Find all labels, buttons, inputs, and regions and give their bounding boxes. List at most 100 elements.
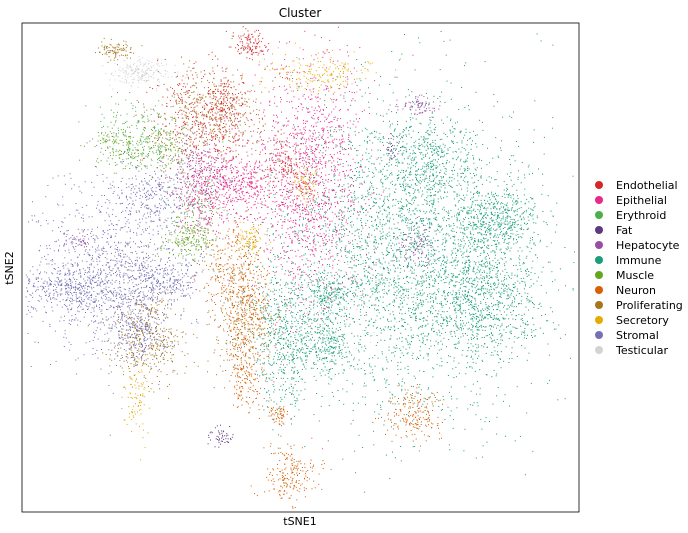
point <box>516 210 518 212</box>
point <box>426 353 428 355</box>
point <box>401 388 403 390</box>
point <box>372 369 374 371</box>
point <box>410 258 412 260</box>
point <box>294 305 296 307</box>
point <box>483 237 485 239</box>
point <box>284 358 286 360</box>
point <box>367 136 369 138</box>
point <box>514 222 516 224</box>
point <box>426 265 427 267</box>
point <box>497 302 499 304</box>
point <box>473 266 475 268</box>
point <box>476 226 478 227</box>
point <box>467 256 469 258</box>
point <box>293 292 295 294</box>
point <box>259 375 261 377</box>
point <box>418 216 420 218</box>
point <box>349 323 351 325</box>
point <box>532 302 534 304</box>
point <box>437 271 439 273</box>
point <box>263 369 265 371</box>
point <box>443 399 445 401</box>
point <box>376 403 378 405</box>
point <box>277 307 279 309</box>
point <box>368 152 370 154</box>
point <box>503 280 505 282</box>
point <box>532 209 534 211</box>
point <box>325 225 327 227</box>
point <box>417 181 419 183</box>
point <box>278 369 280 371</box>
point <box>470 233 472 235</box>
point <box>273 356 275 358</box>
point <box>394 128 396 130</box>
point <box>389 252 390 254</box>
point <box>471 317 473 319</box>
point <box>298 230 300 232</box>
point <box>456 264 458 266</box>
point <box>501 280 503 282</box>
point <box>403 296 405 298</box>
point <box>542 332 544 334</box>
point <box>364 303 366 305</box>
point <box>523 332 525 334</box>
point <box>519 216 521 218</box>
point <box>522 320 524 322</box>
point <box>382 316 384 318</box>
point <box>289 274 291 276</box>
point <box>416 236 418 238</box>
point <box>444 102 446 103</box>
point <box>281 337 283 339</box>
point <box>491 341 493 343</box>
point <box>521 331 523 333</box>
point <box>329 266 331 267</box>
point <box>387 235 389 237</box>
point <box>533 283 535 285</box>
point <box>371 171 373 173</box>
point <box>348 325 350 327</box>
point <box>360 284 362 286</box>
point <box>368 284 370 285</box>
point <box>375 284 377 286</box>
point <box>452 280 454 282</box>
point <box>505 261 507 263</box>
point <box>339 289 341 291</box>
point <box>407 369 409 370</box>
point <box>356 283 358 285</box>
point <box>443 183 445 184</box>
point <box>512 194 514 196</box>
point <box>305 299 307 301</box>
point <box>380 76 382 78</box>
point <box>388 242 390 244</box>
point <box>497 325 499 326</box>
point <box>432 270 434 272</box>
point <box>280 385 282 387</box>
point <box>378 279 380 281</box>
point <box>467 299 469 301</box>
point <box>343 276 345 277</box>
point <box>417 306 419 308</box>
point <box>372 205 374 207</box>
point <box>455 292 457 294</box>
point <box>326 290 328 292</box>
point <box>483 346 485 348</box>
point <box>461 188 463 190</box>
point <box>440 409 442 411</box>
point <box>349 127 351 129</box>
point <box>521 218 523 220</box>
point <box>438 225 440 227</box>
point <box>341 339 343 340</box>
point <box>476 268 478 270</box>
point <box>381 275 383 276</box>
point <box>434 253 436 255</box>
point <box>500 206 502 208</box>
point <box>293 363 295 365</box>
point <box>372 274 374 276</box>
point <box>465 312 467 314</box>
point <box>436 302 438 304</box>
point <box>476 246 478 248</box>
point <box>341 234 343 236</box>
point <box>410 218 411 220</box>
point <box>415 307 417 309</box>
point <box>323 139 325 140</box>
